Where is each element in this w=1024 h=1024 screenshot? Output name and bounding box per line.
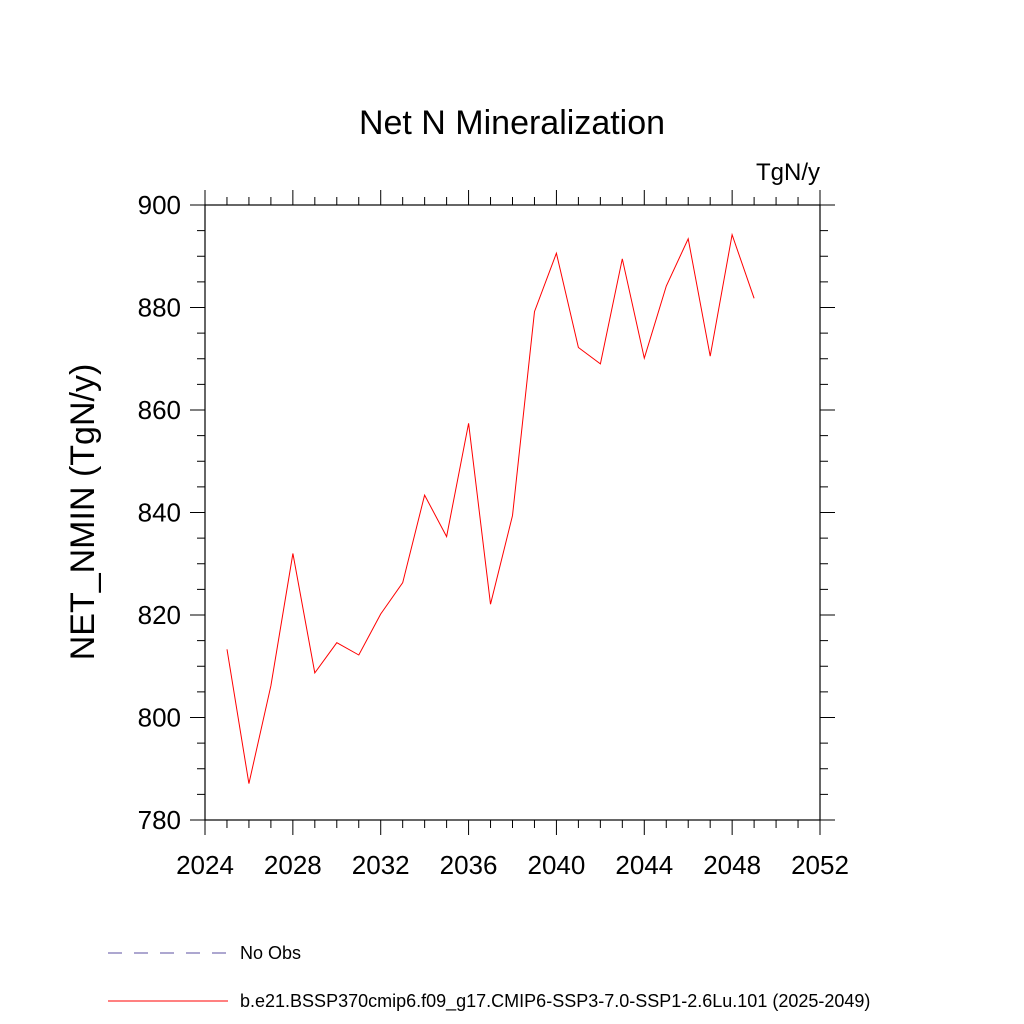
x-tick-label: 2036 <box>440 850 498 880</box>
y-tick-label: 800 <box>138 703 181 733</box>
x-tick-label: 2032 <box>352 850 410 880</box>
y-tick-label: 820 <box>138 600 181 630</box>
x-tick-label: 2048 <box>703 850 761 880</box>
x-tick-label: 2040 <box>528 850 586 880</box>
x-tick-label: 2044 <box>615 850 673 880</box>
units-label: TgN/y <box>756 159 820 186</box>
series-layer <box>226 232 755 784</box>
y-axis-label: NET_NMIN (TgN/y) <box>64 364 102 661</box>
axis-ticks: 2024 2028 2032 2036 2040 2044 2048 2052 780 800 82… <box>138 190 849 880</box>
legend-label-model: b.e21.BSSP370cmip6.f09_g17.CMIP6-SSP3-7.… <box>240 991 870 1012</box>
y-tick-label: 900 <box>138 190 181 220</box>
series-line <box>226 232 755 784</box>
y-tick-label: 860 <box>138 395 181 425</box>
x-tick-label: 2052 <box>791 850 849 880</box>
x-tick-label: 2028 <box>264 850 322 880</box>
chart-title: Net N Mineralization <box>359 104 665 142</box>
x-tick-label: 2024 <box>176 850 234 880</box>
y-tick-label: 780 <box>138 805 181 835</box>
legend-label-no-obs: No Obs <box>240 943 301 963</box>
legend: No Obs b.e21.BSSP370cmip6.f09_g17.CMIP6-… <box>108 943 870 1012</box>
y-tick-label: 840 <box>138 498 181 528</box>
y-tick-label: 880 <box>138 293 181 323</box>
